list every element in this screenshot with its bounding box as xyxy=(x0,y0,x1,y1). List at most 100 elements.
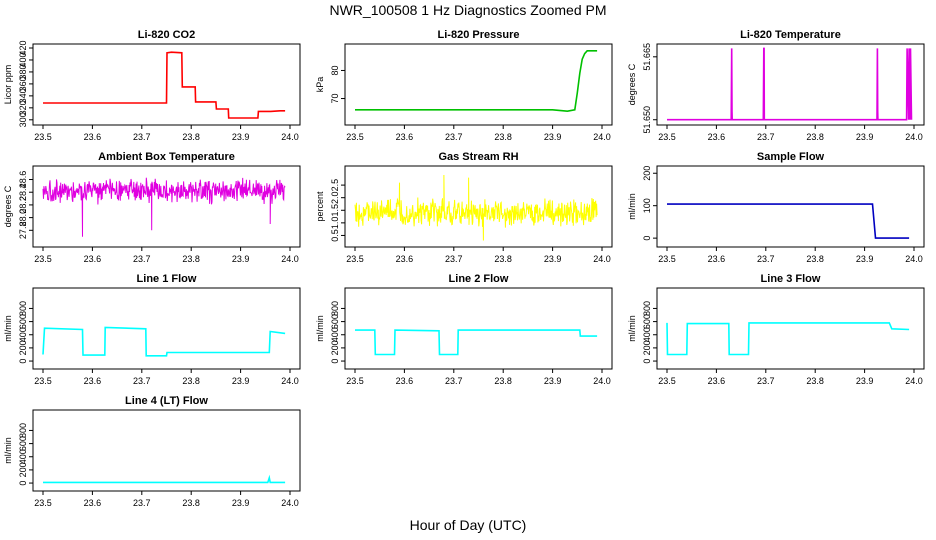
panel-title: Line 3 Flow xyxy=(761,273,821,285)
panel-title: Gas Stream RH xyxy=(438,151,518,163)
y-tick-label: 80 xyxy=(330,65,340,75)
panel-title: Line 1 Flow xyxy=(137,273,197,285)
y-tick-label: 0 xyxy=(18,481,28,486)
y-tick-label: 600 xyxy=(18,314,28,329)
y-tick-label: 360 xyxy=(18,76,28,91)
y-tick-label: 340 xyxy=(18,88,28,103)
panel-8: Line 2 Flow 23.5 23.6 23.7 23.8 23.9 24.0 0 2004… xyxy=(315,273,613,386)
y-axis-label: percent xyxy=(315,191,325,222)
y-tick-label: 200 xyxy=(642,340,652,355)
x-tick-label: 23.7 xyxy=(445,376,463,386)
figure-title: NWR_100508 1 Hz Diagnostics Zoomed PM xyxy=(329,2,607,18)
data-series-line xyxy=(667,47,913,121)
x-tick-label: 23.9 xyxy=(544,132,562,142)
panel-3: Li-820 Temperature 23.5 23.6 23.7 23.8 23.9 24… xyxy=(627,29,925,142)
panel-title: Li-820 Pressure xyxy=(438,29,520,41)
y-axis-label: degrees C xyxy=(3,185,13,227)
y-tick-label: 0 xyxy=(642,359,652,364)
y-tick-label: 200 xyxy=(330,340,340,355)
y-tick-label: 200 xyxy=(18,340,28,355)
y-axis-label: ml/min xyxy=(3,315,13,342)
y-tick-label: 0 xyxy=(642,236,652,241)
plot-frame xyxy=(32,409,301,492)
data-series-line xyxy=(354,174,598,241)
x-tick-label: 23.8 xyxy=(806,376,824,386)
plot-frame xyxy=(32,43,301,126)
x-tick-label: 23.7 xyxy=(445,132,463,142)
data-series-line xyxy=(43,474,286,484)
y-tick-label: 420 xyxy=(18,40,28,55)
x-tick-label: 23.9 xyxy=(232,376,250,386)
x-tick-label: 23.7 xyxy=(133,132,151,142)
y-tick-label: 600 xyxy=(330,314,340,329)
panel-9: Line 3 Flow 23.5 23.6 23.7 23.8 23.9 24.0 0 2004… xyxy=(627,273,925,386)
y-tick-label: 28.4 xyxy=(18,183,28,201)
y-tick-label: 1.0 xyxy=(330,217,340,230)
x-tick-label: 23.6 xyxy=(396,132,414,142)
x-tick-label: 23.7 xyxy=(757,132,775,142)
panel-4: Ambient Box Temperature 23.5 23.6 23.7 23.8 2… xyxy=(3,151,301,264)
x-tick-label: 23.8 xyxy=(182,132,200,142)
x-tick-label: 23.9 xyxy=(232,254,250,264)
x-tick-label: 24.0 xyxy=(281,132,299,142)
plot-frame xyxy=(344,43,613,126)
y-tick-label: 800 xyxy=(642,301,652,316)
y-tick-label: 51.650 xyxy=(642,106,652,134)
panel-7: Line 1 Flow 23.5 23.6 23.7 23.8 23.9 24.0 0 2004… xyxy=(3,273,301,386)
plot-frame xyxy=(344,287,613,370)
x-tick-label: 23.6 xyxy=(396,376,414,386)
x-tick-label: 23.9 xyxy=(544,376,562,386)
x-tick-label: 23.5 xyxy=(34,376,52,386)
x-tick-label: 23.9 xyxy=(232,132,250,142)
plot-frame xyxy=(32,165,301,248)
x-tick-label: 23.5 xyxy=(346,376,364,386)
y-tick-label: 0 xyxy=(18,359,28,364)
y-tick-label: 28.6 xyxy=(18,171,28,189)
x-tick-label: 23.5 xyxy=(346,254,364,264)
y-tick-label: 28.0 xyxy=(18,209,28,227)
y-tick-label: 0.5 xyxy=(330,229,340,242)
y-tick-label: 2.0 xyxy=(330,191,340,204)
y-tick-label: 200 xyxy=(642,166,652,181)
data-series-line xyxy=(355,329,598,356)
x-tick-label: 24.0 xyxy=(905,376,923,386)
data-series-line xyxy=(355,50,598,113)
panel-title: Li-820 CO2 xyxy=(138,29,195,41)
y-axis-label: ml/min xyxy=(315,315,325,342)
x-tick-label: 24.0 xyxy=(593,132,611,142)
x-tick-label: 23.7 xyxy=(133,254,151,264)
x-tick-label: 23.6 xyxy=(84,498,102,508)
y-axis-label: kPa xyxy=(315,77,325,93)
x-tick-label: 23.5 xyxy=(658,132,676,142)
panel-title: Li-820 Temperature xyxy=(740,29,841,41)
x-tick-label: 23.8 xyxy=(182,498,200,508)
x-tick-label: 23.5 xyxy=(34,254,52,264)
panel-5: Gas Stream RH 23.5 23.6 23.7 23.8 23.9 24.0 0.5… xyxy=(315,151,613,264)
y-tick-label: 0 xyxy=(330,359,340,364)
panel-title: Ambient Box Temperature xyxy=(98,151,235,163)
panel-title: Line 4 (LT) Flow xyxy=(125,395,208,407)
x-tick-label: 23.9 xyxy=(856,132,874,142)
y-tick-label: 600 xyxy=(642,314,652,329)
panel-10: Line 4 (LT) Flow 23.5 23.6 23.7 23.8 23.9 24.0… xyxy=(3,395,301,508)
y-axis-label: ml/min xyxy=(627,315,637,342)
x-tick-label: 24.0 xyxy=(281,376,299,386)
x-tick-label: 23.8 xyxy=(806,132,824,142)
x-tick-label: 24.0 xyxy=(905,132,923,142)
x-tick-label: 23.5 xyxy=(346,132,364,142)
y-tick-label: 28.2 xyxy=(18,196,28,214)
y-tick-label: 400 xyxy=(642,327,652,342)
plot-frame xyxy=(32,287,301,370)
plot-frame xyxy=(344,165,613,248)
x-tick-label: 23.6 xyxy=(84,132,102,142)
x-tick-label: 23.6 xyxy=(708,376,726,386)
x-tick-label: 23.8 xyxy=(806,254,824,264)
x-axis-title: Hour of Day (UTC) xyxy=(409,517,527,533)
x-tick-label: 23.6 xyxy=(396,254,414,264)
x-tick-label: 23.5 xyxy=(34,498,52,508)
y-tick-label: 600 xyxy=(18,436,28,451)
panel-title: Sample Flow xyxy=(757,151,825,163)
data-series-line xyxy=(42,177,286,237)
y-tick-label: 300 xyxy=(18,112,28,127)
